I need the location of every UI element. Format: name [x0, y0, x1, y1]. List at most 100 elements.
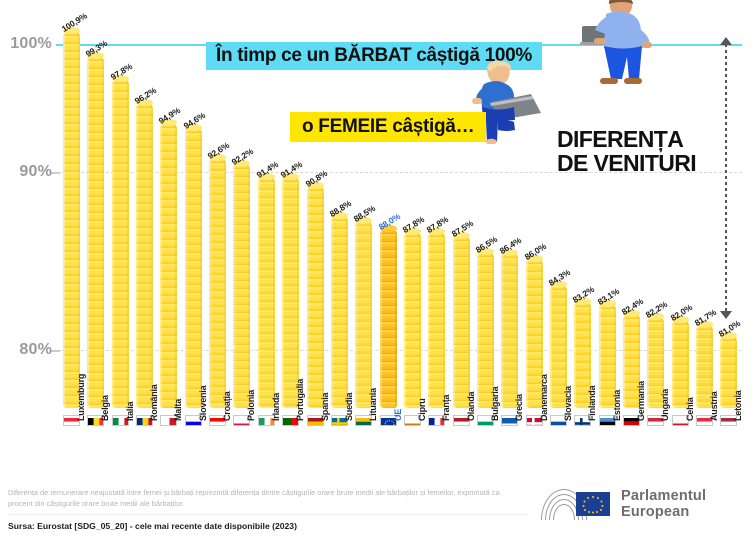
flag-grecia-icon	[501, 415, 519, 426]
bar-slovenia	[184, 123, 202, 408]
flag-olanda-icon	[452, 415, 470, 426]
banner-man: În timp ce un BĂRBAT câștigă 100%	[206, 42, 542, 70]
flag-austria-icon	[696, 415, 714, 426]
flag-danemarca-icon	[525, 415, 543, 426]
flag-portugalia-icon	[282, 415, 300, 426]
x-axis-label-malta: Malta	[173, 398, 184, 421]
y-axis-tick-label: 100%	[10, 35, 52, 52]
x-axis-label-olanda: Olanda	[465, 391, 476, 421]
x-axis-label-rom-nia: România	[149, 384, 160, 421]
bar-germania	[623, 310, 641, 408]
x-axis-label-irlanda: Irlanda	[270, 392, 281, 421]
ep-logo-line2: European	[621, 504, 690, 520]
x-axis-label-austria: Austria	[709, 391, 720, 421]
x-axis-label-belgia: Belgia	[100, 395, 111, 421]
x-axis-label-cehia: Cehia	[684, 397, 695, 421]
bar-danemarca	[525, 255, 543, 408]
bar-finlanda	[574, 298, 592, 408]
x-axis-label-lituania: Lituania	[368, 388, 379, 421]
bar-luxemburg	[63, 27, 80, 408]
flag-belgia-icon	[87, 415, 105, 426]
x-axis-label-bulgaria: Bulgaria	[489, 386, 500, 421]
bar-ue	[379, 224, 397, 408]
bar-spania	[306, 181, 324, 408]
illustration-man	[580, 0, 658, 96]
flag-irlanda-icon	[257, 415, 275, 426]
flag-ungaria-icon	[647, 415, 665, 426]
flag-italia-icon	[111, 415, 129, 426]
x-axis-label-ungaria: Ungaria	[660, 388, 671, 421]
x-axis-label-spania: Spania	[319, 392, 330, 421]
flag-germania-icon	[623, 415, 641, 426]
flag-bulgaria-icon	[476, 415, 494, 426]
flag-cipru-icon	[403, 415, 421, 426]
bar-belgia	[87, 51, 105, 408]
bar-malta	[160, 119, 178, 408]
bar-grecia	[501, 249, 519, 408]
flag-estonia-icon	[598, 415, 616, 426]
bar-ungaria	[647, 313, 665, 408]
bar-cehia	[671, 316, 689, 408]
x-axis-label-grecia: Grecia	[514, 394, 525, 421]
flag-malta-icon	[160, 415, 178, 426]
eu-flag-icon	[576, 492, 610, 516]
gap-arrow-icon	[720, 37, 732, 319]
page-title: DIFERENȚA DE VENITURI	[557, 126, 737, 176]
x-axis-label-finlanda: Finlanda	[587, 385, 598, 421]
gridline-90	[56, 172, 742, 173]
flag-cehia-icon	[671, 415, 689, 426]
bar-cipru	[403, 227, 421, 408]
y-axis-tick-label: 90%	[19, 163, 52, 180]
flag-slovacia-icon	[550, 415, 567, 426]
bar-olanda	[452, 232, 470, 408]
flag-lituania-icon	[355, 415, 373, 426]
flag-finlanda-icon	[574, 415, 592, 426]
ep-logo-text: Parlamentul European	[621, 488, 706, 520]
flag-spania-icon	[306, 415, 324, 426]
ep-logo: Parlamentul European	[540, 486, 706, 522]
tick-dash-80	[50, 350, 60, 352]
bar-lituania	[355, 216, 373, 408]
x-axis-label-germania: Germania	[636, 381, 647, 421]
bar-slovacia	[550, 281, 567, 408]
flag-polonia-icon	[233, 415, 251, 426]
x-axis-label-luxemburg: Luxemburg	[76, 373, 86, 421]
bar-rom-nia	[136, 99, 154, 408]
bar-bulgaria	[476, 247, 494, 408]
bar-letonia	[720, 331, 738, 408]
flag-fran-a-icon	[428, 415, 446, 426]
gridline-80	[56, 350, 742, 351]
bar-austria	[696, 320, 714, 408]
x-axis-label-italia: Italia	[124, 401, 135, 421]
x-axis-label-fran-a: Franța	[441, 394, 452, 421]
x-axis-label-letonia: Letonia	[733, 390, 744, 421]
x-axis-label-suedia: Suedia	[343, 392, 354, 421]
x-axis-label-danemarca: Danemarca	[538, 374, 549, 421]
bar-fran-a	[428, 227, 446, 408]
page-title-line1: DIFERENȚA	[557, 126, 684, 152]
bar-polonia	[233, 160, 251, 408]
x-axis-label-croa-ia: Croația	[222, 391, 233, 421]
ep-logo-mark-icon	[540, 486, 614, 522]
banner-woman: o FEMEIE câștigă…	[290, 112, 487, 142]
flag-suedia-icon	[330, 415, 348, 426]
flag-slovenia-icon	[184, 415, 202, 426]
x-axis-label-ue: UE	[392, 408, 403, 421]
bar-irlanda	[257, 172, 275, 408]
ep-logo-line1: Parlamentul	[621, 487, 707, 504]
flag-croa-ia-icon	[209, 415, 227, 426]
bar-portugalia	[282, 172, 300, 408]
flag-luxemburg-icon	[63, 415, 80, 426]
banner-woman-text: o FEMEIE câștigă…	[302, 116, 475, 137]
footnote: Diferența de remunerare neajustată între…	[8, 488, 500, 509]
page-title-line2: DE VENITURI	[557, 149, 697, 176]
arrow-head-down-icon	[720, 311, 732, 319]
bar-suedia	[330, 212, 348, 408]
flag-letonia-icon	[720, 415, 738, 426]
bar-croa-ia	[209, 154, 227, 408]
x-axis-label-polonia: Polonia	[246, 389, 257, 421]
illustration-woman	[466, 58, 550, 145]
x-axis-label-portugalia: Portugalia	[295, 378, 306, 421]
